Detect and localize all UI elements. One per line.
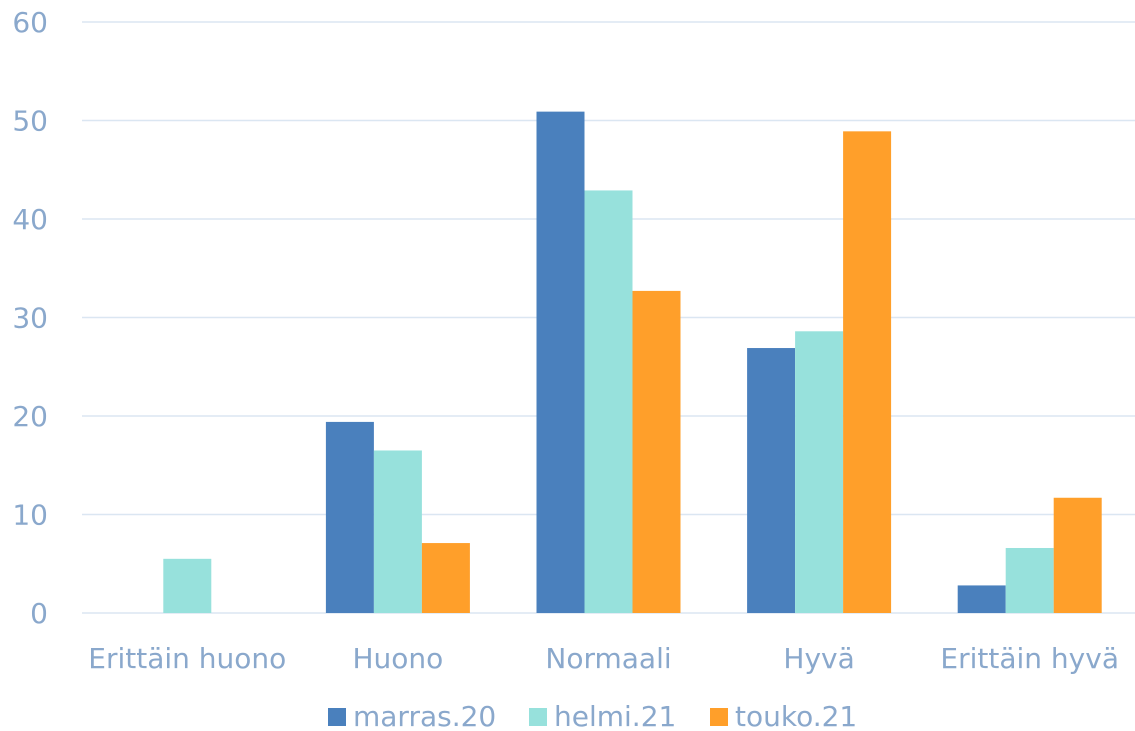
bar-marras.20-4: [957, 585, 1006, 613]
y-axis-ticks: 0 10 20 30 40 50 60: [12, 6, 48, 630]
x-category-label: Huono: [352, 642, 443, 675]
legend-label: helmi.21: [554, 700, 676, 731]
category-labels: Erittäin huono Huono Normaali Hyvä Erittäin …: [88, 642, 1119, 675]
bar-helmi.21-3: [795, 331, 844, 613]
x-category-label: Erittäin hyvä: [940, 642, 1119, 675]
bar-touko.21-4: [1053, 497, 1102, 613]
bar-marras.20-3: [747, 348, 796, 613]
legend-swatch: [710, 708, 728, 726]
bar-helmi.21-2: [584, 190, 633, 613]
bar-touko.21-3: [843, 131, 892, 613]
bar-helmi.21-0: [163, 558, 212, 613]
y-tick-label: 20: [12, 400, 48, 433]
x-category-label: Hyvä: [783, 642, 854, 675]
legend-swatch: [529, 708, 547, 726]
bar-marras.20-2: [536, 111, 585, 613]
y-tick-label: 60: [12, 6, 48, 39]
legend-swatch: [328, 708, 346, 726]
bar-touko.21-1: [421, 543, 470, 613]
y-tick-label: 0: [30, 597, 48, 630]
legend-label: touko.21: [735, 700, 857, 731]
bar-helmi.21-1: [373, 450, 422, 613]
y-tick-label: 40: [12, 203, 48, 236]
bars: [163, 111, 1102, 613]
bar-helmi.21-4: [1005, 547, 1054, 613]
y-tick-label: 30: [12, 302, 48, 335]
y-tick-label: 10: [12, 499, 48, 532]
legend: marras.20 helmi.21 touko.21: [328, 700, 857, 731]
y-tick-label: 50: [12, 105, 48, 138]
legend-label: marras.20: [353, 700, 496, 731]
x-category-label: Erittäin huono: [88, 642, 286, 675]
bar-marras.20-1: [325, 421, 374, 613]
bar-touko.21-2: [632, 290, 681, 613]
x-category-label: Normaali: [545, 642, 671, 675]
